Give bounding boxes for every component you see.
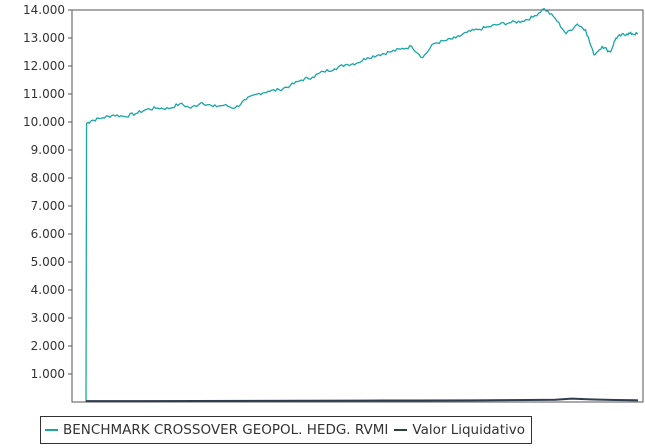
y-tick-label: 14.000	[23, 3, 65, 17]
y-tick-label: 7.000	[31, 199, 65, 213]
y-tick-label: 10.000	[23, 115, 65, 129]
y-tick-label: 6.000	[31, 227, 65, 241]
y-tick-label: 8.000	[31, 171, 65, 185]
y-tick-label: 1.000	[31, 367, 65, 381]
series-line-valor-liquidativo	[86, 397, 639, 403]
legend-label: BENCHMARK CROSSOVER GEOPOL. HEDG. RVMI	[63, 422, 389, 438]
legend: BENCHMARK CROSSOVER GEOPOL. HEDG. RVMI Va…	[40, 416, 532, 444]
y-tick-label: 5.000	[31, 255, 65, 269]
y-tick-label: 12.000	[23, 59, 65, 73]
y-tick-label: 4.000	[31, 283, 65, 297]
legend-label: Valor Liquidativo	[412, 422, 525, 438]
y-tick-label: 11.000	[23, 87, 65, 101]
series-line-benchmark	[85, 7, 639, 403]
y-tick-label: 2.000	[31, 339, 65, 353]
legend-entry: Valor Liquidativo	[394, 422, 525, 438]
plot-area	[71, 9, 644, 403]
y-tick-label: 9.000	[31, 143, 65, 157]
y-tick-label: 3.000	[31, 311, 65, 325]
legend-swatch	[394, 429, 408, 431]
legend-entry: BENCHMARK CROSSOVER GEOPOL. HEDG. RVMI	[45, 422, 388, 438]
y-tick-label: 13.000	[23, 31, 65, 45]
legend-swatch	[45, 429, 58, 431]
